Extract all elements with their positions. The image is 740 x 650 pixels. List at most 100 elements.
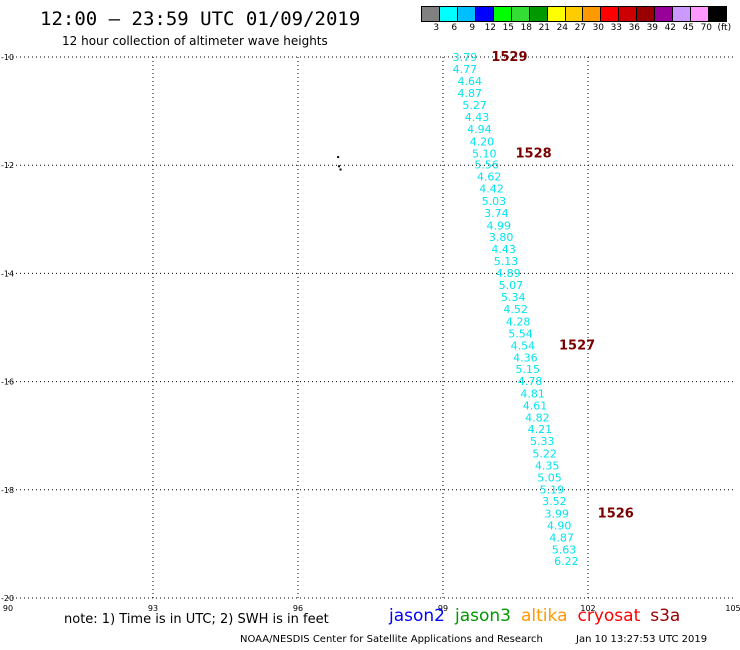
note-text: note: 1) Time is in UTC; 2) SWH is in fe… xyxy=(64,612,329,627)
wave-height-value: 4.52 xyxy=(503,303,527,316)
wave-height-value: 5.15 xyxy=(516,363,541,376)
x-tick-label: 93 xyxy=(148,604,158,613)
wave-height-value: 5.13 xyxy=(494,255,519,268)
legend-swatch xyxy=(529,7,548,21)
legend-swatch xyxy=(565,7,584,21)
wave-height-value: 4.62 xyxy=(477,171,502,184)
wave-height-value: 4.78 xyxy=(518,375,543,388)
wave-height-value: 5.03 xyxy=(482,195,507,208)
island-marker xyxy=(339,168,342,171)
legend-label: 36 xyxy=(628,23,641,33)
footer-timestamp: Jan 10 13:27:53 UTC 2019 xyxy=(576,634,708,645)
wave-height-value: 3.74 xyxy=(484,207,509,220)
footer-credit: NOAA/NESDIS Center for Satellite Applica… xyxy=(240,634,543,645)
x-tick-label: 105 xyxy=(725,604,740,613)
wave-height-value: 4.43 xyxy=(491,243,516,256)
legend-swatch xyxy=(619,7,638,21)
page-title: 12:00 – 23:59 UTC 01/09/2019 xyxy=(40,8,361,30)
legend-swatch xyxy=(691,7,709,21)
footer: NOAA/NESDIS Center for Satellite Applica… xyxy=(240,634,707,645)
wave-height-value: 4.82 xyxy=(525,411,550,424)
legend-swatch xyxy=(475,7,494,21)
wave-height-value: 4.21 xyxy=(528,423,553,436)
legend-swatch xyxy=(511,7,530,21)
wave-height-value: 5.34 xyxy=(501,291,526,304)
wave-height-value: 4.90 xyxy=(547,520,572,533)
wave-height-value: 4.94 xyxy=(467,123,492,136)
wave-height-value: 4.99 xyxy=(487,219,512,232)
page-subtitle: 12 hour collection of altimeter wave hei… xyxy=(62,34,328,48)
wave-height-value: 3.52 xyxy=(542,495,567,508)
y-tick-label: -14 xyxy=(1,269,14,278)
pass-number-label: 1526 xyxy=(598,507,634,522)
wave-height-value: 4.77 xyxy=(453,63,478,76)
island-marker xyxy=(338,165,341,168)
legend-label: 70 xyxy=(700,23,713,33)
legend-label: 42 xyxy=(664,23,677,33)
wave-height-value: 4.35 xyxy=(535,459,560,472)
wave-height-value: 4.87 xyxy=(458,87,483,100)
satellite-jason3: jason3 xyxy=(455,606,511,626)
legend-labels: 3 6 9 12 15 18 21 24 27 30 33 36 39 42 45 70 (ft) xyxy=(421,22,731,34)
wave-height-value: 5.56 xyxy=(474,159,499,172)
satellite-cryosat: cryosat xyxy=(577,606,641,626)
legend-swatch xyxy=(583,7,602,21)
satellite-legend: jason2 jason3 altika cryosat s3a xyxy=(389,606,690,626)
color-legend: 3 6 9 12 15 18 21 24 27 30 33 36 39 42 45 70 (ft) xyxy=(421,6,731,34)
legend-label: 15 xyxy=(502,23,515,33)
wave-height-value: 4.64 xyxy=(458,75,483,88)
legend-swatch xyxy=(439,7,458,21)
wave-height-value: 4.61 xyxy=(523,399,548,412)
legend-swatch xyxy=(637,7,656,21)
wave-height-value: 3.99 xyxy=(545,508,570,521)
legend-swatch xyxy=(422,7,440,21)
pass-number-label: 1529 xyxy=(491,50,527,65)
legend-label: 27 xyxy=(574,23,587,33)
legend-label: (ft) xyxy=(717,23,732,33)
wave-height-value: 3.79 xyxy=(453,51,478,64)
wave-height-value: 5.22 xyxy=(532,448,557,461)
wave-height-value: 5.05 xyxy=(537,471,562,484)
wave-height-value: 3.80 xyxy=(489,231,513,244)
legend-label: 33 xyxy=(610,23,623,33)
wave-height-value: 5.10 xyxy=(472,147,497,160)
wave-height-value: 5.63 xyxy=(552,543,577,556)
legend-swatch xyxy=(547,7,566,21)
wave-height-value: 4.43 xyxy=(465,111,490,124)
satellite-jason2: jason2 xyxy=(389,606,445,626)
wave-height-value: 4.20 xyxy=(470,135,495,148)
wave-height-value: 4.36 xyxy=(513,351,538,364)
y-tick-label: -16 xyxy=(1,378,14,387)
x-tick-label: 99 xyxy=(438,604,448,613)
pass-number-label: 1528 xyxy=(516,146,552,161)
legend-swatch xyxy=(493,7,512,21)
x-tick-label: 90 xyxy=(3,604,13,613)
x-tick-label: 102 xyxy=(580,604,595,613)
y-tick-label: -10 xyxy=(1,53,14,62)
wave-height-value: 5.33 xyxy=(530,435,555,448)
legend-label: 18 xyxy=(520,23,533,33)
legend-label: 3 xyxy=(433,23,440,33)
wave-height-value: 5.27 xyxy=(462,99,487,112)
wave-height-value: 4.28 xyxy=(506,316,531,329)
satellite-s3a: s3a xyxy=(650,606,681,626)
wave-height-value: 4.42 xyxy=(479,182,504,195)
legend-swatch xyxy=(709,7,726,21)
wave-height-value: 4.54 xyxy=(511,339,535,352)
wave-height-value: 5.19 xyxy=(540,483,565,496)
legend-label: 24 xyxy=(556,23,569,33)
legend-label: 9 xyxy=(469,23,476,33)
satellite-altika: altika xyxy=(521,606,568,626)
legend-color-bar xyxy=(421,6,727,22)
wave-height-value: 5.54 xyxy=(508,327,533,340)
island-marker xyxy=(337,156,340,159)
legend-label: 12 xyxy=(484,23,497,33)
legend-swatch xyxy=(655,7,674,21)
legend-label: 21 xyxy=(538,23,551,33)
legend-label: 39 xyxy=(646,23,659,33)
legend-swatch xyxy=(601,7,620,21)
wave-height-value: 6.22 xyxy=(554,555,579,568)
y-tick-label: -20 xyxy=(1,594,14,603)
